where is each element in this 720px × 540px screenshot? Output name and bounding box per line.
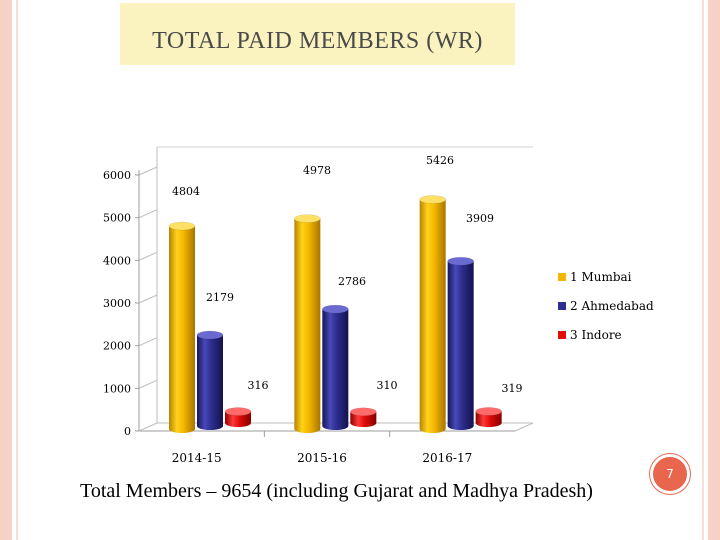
bar-top <box>196 330 224 340</box>
left-border-line <box>16 0 18 540</box>
bar-base <box>350 419 377 427</box>
y-tick-depth <box>138 294 158 304</box>
legend-label: 2 Ahmedabad <box>570 299 654 313</box>
y-tick-depth <box>138 422 158 432</box>
y-tick-label: 4000 <box>103 254 131 267</box>
right-border-line <box>702 0 704 540</box>
x-tick-label: 2015-16 <box>297 451 347 465</box>
bar-base <box>322 422 349 430</box>
bar-top <box>419 195 446 204</box>
bar-base <box>475 419 502 427</box>
slide-title: TOTAL PAID MEMBERS (WR) <box>152 27 483 54</box>
legend-swatch <box>558 331 566 339</box>
bar <box>419 199 446 429</box>
bars <box>168 195 502 433</box>
bar <box>169 226 195 429</box>
bar-base <box>225 419 251 427</box>
y-tick-label: 0 <box>124 425 131 438</box>
x-tick-label: 2014-15 <box>172 451 222 465</box>
bar-top <box>447 256 474 266</box>
footer-text: Total Members – 9654 (including Gujarat … <box>80 480 593 502</box>
bar <box>197 335 223 426</box>
bar-top <box>350 407 377 417</box>
data-label: 4978 <box>303 164 331 177</box>
y-tick-depth <box>138 209 158 219</box>
bar <box>447 261 474 426</box>
data-label: 4804 <box>172 185 200 198</box>
data-label: 3909 <box>466 212 494 225</box>
legend: 1 Mumbai 2 Ahmedabad 3 Indore <box>558 270 654 342</box>
bar <box>475 411 502 423</box>
bar <box>350 411 377 423</box>
data-label: 310 <box>377 379 398 392</box>
y-tick-depth <box>138 251 158 261</box>
bar <box>322 309 349 426</box>
bar <box>294 218 321 429</box>
y-tick-depth <box>138 379 158 389</box>
bar-top <box>475 407 502 416</box>
left-border <box>0 0 12 540</box>
bar-base <box>197 422 223 430</box>
data-label: 319 <box>502 382 523 395</box>
y-tick-depth <box>138 166 158 176</box>
legend-swatch <box>558 273 566 281</box>
bar-base <box>447 422 474 430</box>
legend-label: 3 Indore <box>570 328 622 342</box>
data-label: 316 <box>248 379 269 392</box>
y-tick-label: 1000 <box>103 382 131 395</box>
right-border <box>708 0 720 540</box>
bar-base <box>419 425 446 433</box>
title-box: TOTAL PAID MEMBERS (WR) <box>120 3 515 65</box>
page-number: 7 <box>650 454 690 494</box>
bar-top <box>322 304 349 314</box>
y-tick-label: 2000 <box>103 340 131 353</box>
bar-top <box>224 407 252 416</box>
y-tick-depth <box>138 337 158 347</box>
legend-swatch <box>558 302 566 310</box>
bar-base <box>294 425 321 433</box>
bar-top <box>294 214 321 223</box>
bar-top <box>168 221 196 231</box>
y-tick-label: 5000 <box>103 212 131 225</box>
legend-label: 1 Mumbai <box>570 270 632 284</box>
data-label: 5426 <box>426 154 454 167</box>
data-label: 2786 <box>338 275 366 288</box>
x-tick-label: 2016-17 <box>422 451 472 465</box>
data-label: 2179 <box>206 291 234 304</box>
bar-base <box>169 425 195 433</box>
bar <box>225 411 251 423</box>
y-tick-label: 6000 <box>103 169 131 182</box>
y-tick-label: 3000 <box>103 297 131 310</box>
floor-right-edge <box>514 422 534 432</box>
data-labels: 4804 2179 316 4978 2786 310 5426 3909 319 <box>172 154 523 395</box>
